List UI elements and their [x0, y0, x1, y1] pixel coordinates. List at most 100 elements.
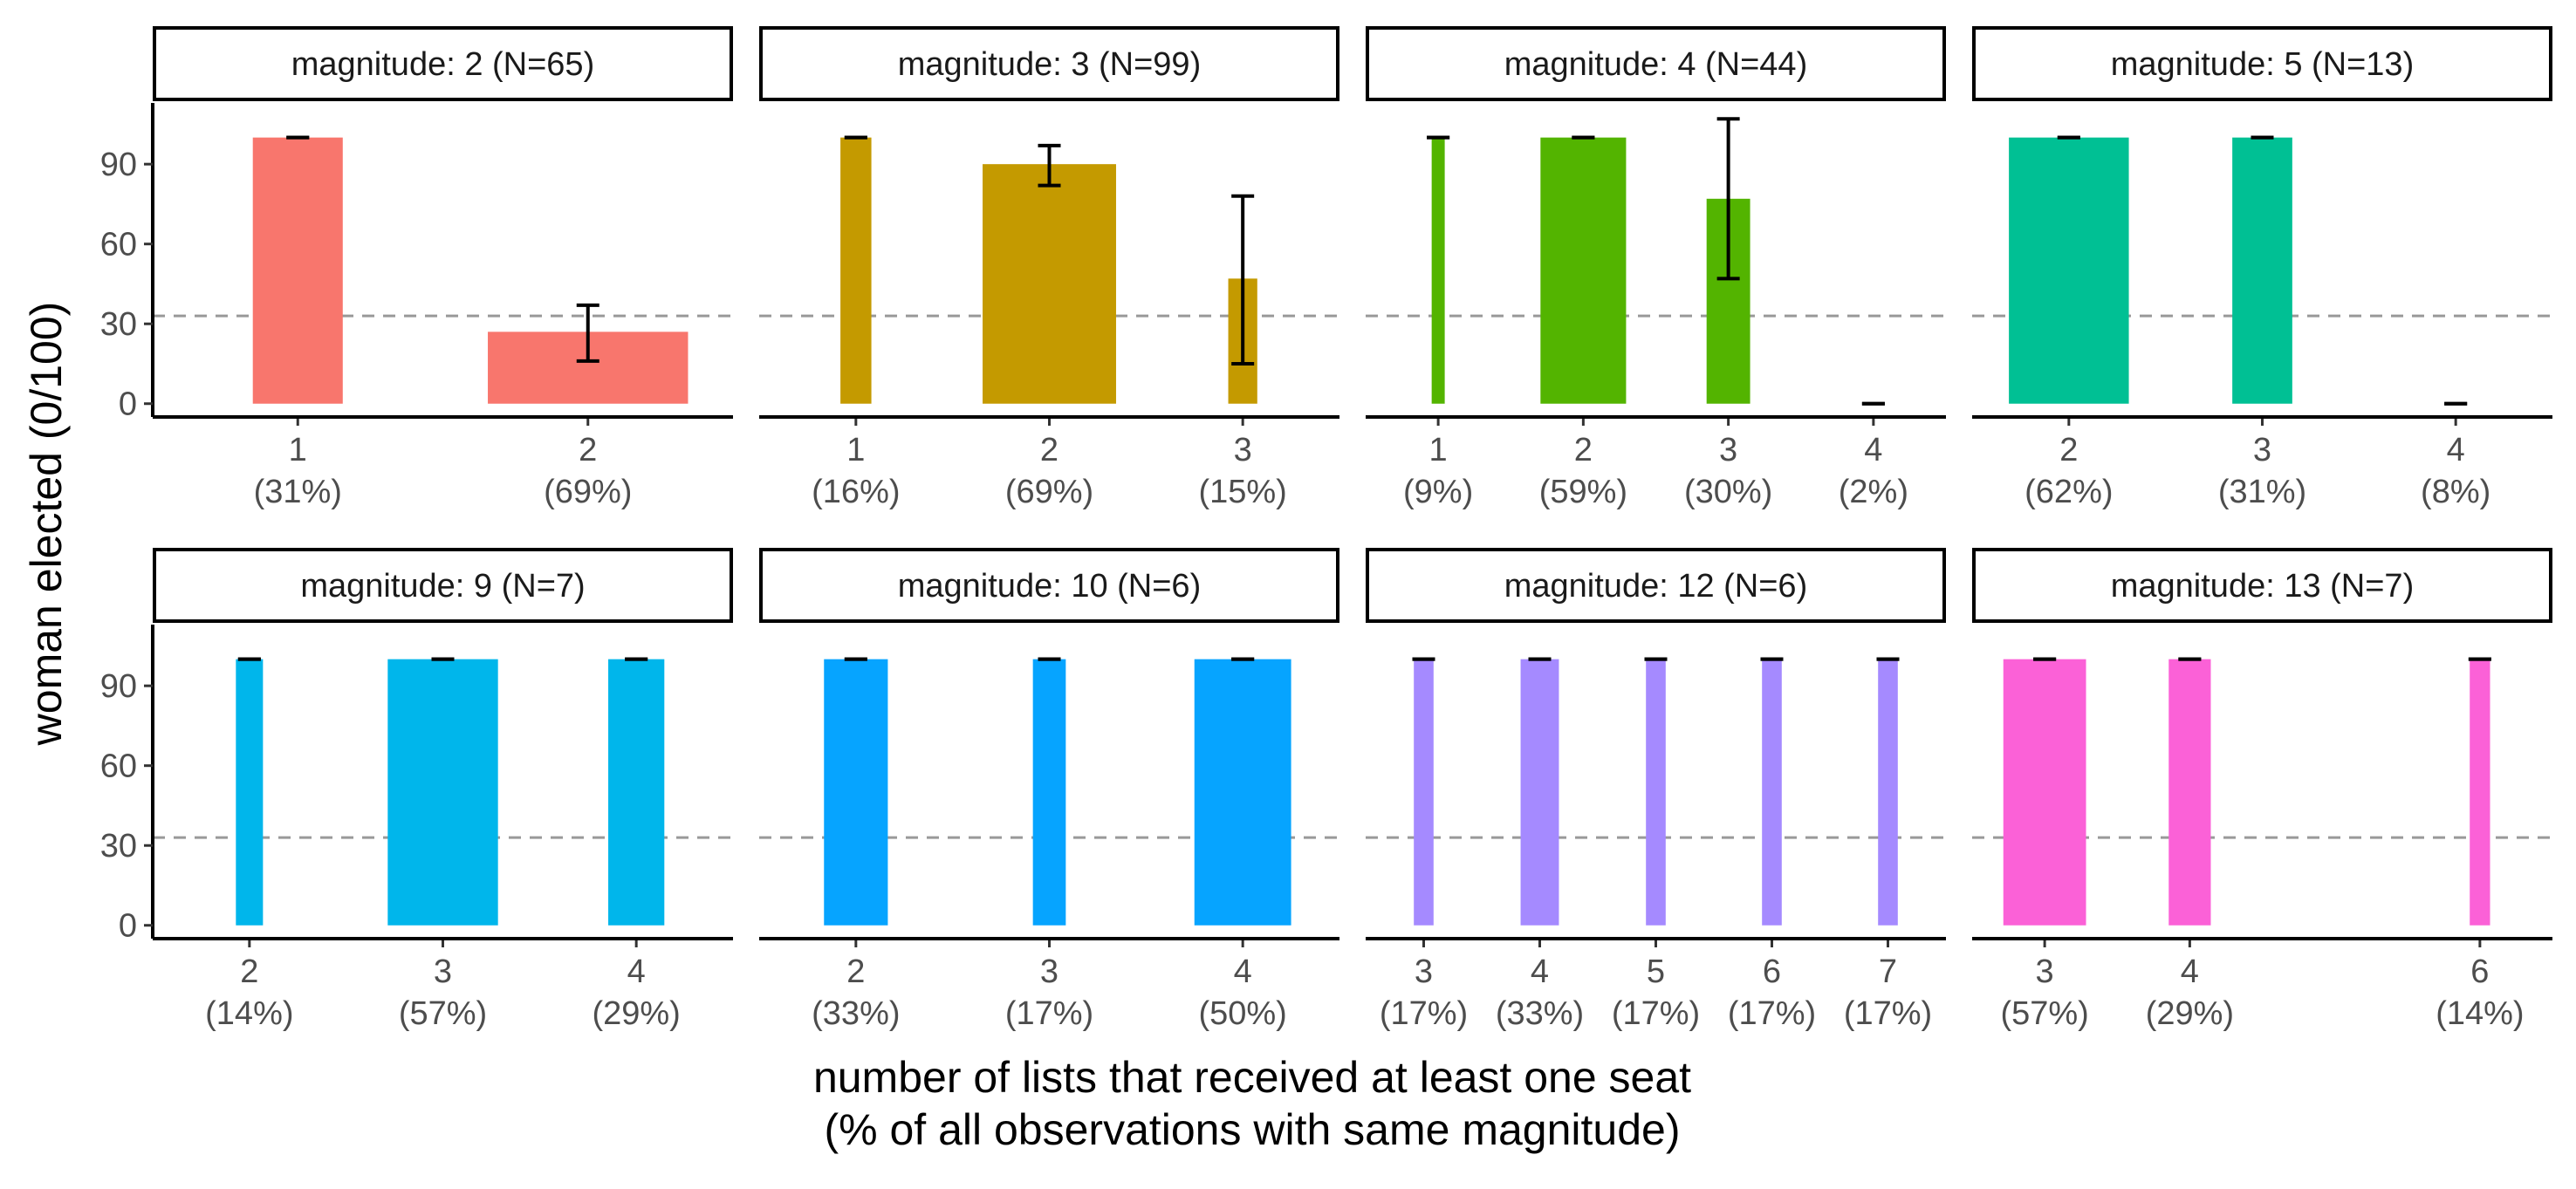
- x-tick-share-label: (8%): [2421, 474, 2490, 510]
- x-tick-share-label: (31%): [254, 474, 342, 510]
- x-tick-label: 3: [434, 953, 452, 990]
- x-tick-share-label: (57%): [2000, 995, 2088, 1032]
- x-tick-label: 1: [846, 432, 865, 468]
- facet-strip-label: magnitude: 5 (N=13): [2111, 46, 2414, 83]
- facet-strip-label: magnitude: 2 (N=65): [291, 46, 594, 83]
- bar: [2470, 659, 2490, 926]
- bar: [1520, 659, 1559, 926]
- facet-strip: [1972, 548, 2552, 623]
- bar: [1762, 659, 1782, 926]
- x-tick-label: 2: [579, 432, 597, 468]
- x-tick-label: 3: [2036, 953, 2054, 990]
- bar: [1032, 659, 1066, 926]
- x-tick-share-label: (57%): [399, 995, 487, 1032]
- y-tick-label: 60: [100, 227, 137, 263]
- x-tick-label: 4: [1234, 953, 1252, 990]
- x-tick-label: 4: [627, 953, 646, 990]
- x-tick-label: 3: [1719, 432, 1737, 468]
- x-tick-share-label: (14%): [205, 995, 293, 1032]
- x-tick-share-label: (17%): [1844, 995, 1932, 1032]
- y-tick-label: 0: [119, 386, 137, 423]
- bar: [824, 659, 888, 926]
- x-tick-label: 1: [289, 432, 307, 468]
- x-tick-label: 2: [1574, 432, 1593, 468]
- x-tick-share-label: (50%): [1198, 995, 1286, 1032]
- bar: [1414, 659, 1434, 926]
- x-tick-share-label: (17%): [1380, 995, 1468, 1032]
- bar: [1431, 137, 1445, 404]
- x-tick-label: 3: [1040, 953, 1058, 990]
- x-tick-share-label: (29%): [2146, 995, 2234, 1032]
- x-tick-share-label: (29%): [592, 995, 680, 1032]
- x-tick-share-label: (59%): [1539, 474, 1627, 510]
- y-tick-label: 90: [100, 147, 137, 183]
- facet-strip: [759, 548, 1339, 623]
- x-tick-label: 2: [2059, 432, 2078, 468]
- y-tick-label: 0: [119, 908, 137, 945]
- x-tick-share-label: (14%): [2436, 995, 2524, 1032]
- x-tick-label: 3: [1234, 432, 1252, 468]
- x-tick-share-label: (69%): [544, 474, 632, 510]
- x-tick-share-label: (30%): [1684, 474, 1772, 510]
- x-tick-label: 2: [240, 953, 258, 990]
- x-tick-label: 6: [1763, 953, 1781, 990]
- facet-strip-label: magnitude: 10 (N=6): [898, 568, 1201, 605]
- x-tick-label: 2: [1040, 432, 1058, 468]
- facet-strip-label: magnitude: 12 (N=6): [1504, 568, 1807, 605]
- facet-strip: [1972, 26, 2552, 101]
- bar: [608, 659, 665, 926]
- x-tick-share-label: (62%): [2024, 474, 2113, 510]
- facet-strip-label: magnitude: 4 (N=44): [1504, 46, 1807, 83]
- y-tick-label: 30: [100, 306, 137, 343]
- x-tick-label: 3: [2253, 432, 2271, 468]
- bar: [2009, 137, 2129, 404]
- y-tick-label: 30: [100, 828, 137, 864]
- x-tick-label: 7: [1879, 953, 1897, 990]
- y-axis-title: woman elected (0/100): [22, 302, 71, 747]
- facet-strip-label: magnitude: 9 (N=7): [300, 568, 585, 605]
- x-tick-share-label: (69%): [1005, 474, 1093, 510]
- facet-strip-label: magnitude: 13 (N=7): [2111, 568, 2414, 605]
- facet-strip: [1366, 548, 1946, 623]
- x-tick-label: 4: [2181, 953, 2199, 990]
- bar: [1646, 659, 1666, 926]
- x-tick-label: 4: [1864, 432, 1882, 468]
- facet-strip: [1366, 26, 1946, 101]
- facet-strip: [153, 26, 733, 101]
- y-tick-label: 60: [100, 748, 137, 785]
- bar: [2003, 659, 2086, 926]
- bar: [2232, 137, 2292, 404]
- bar: [840, 137, 872, 404]
- bar: [387, 659, 498, 926]
- bar: [1878, 659, 1898, 926]
- x-tick-label: 4: [1531, 953, 1549, 990]
- bar: [1194, 659, 1291, 926]
- x-tick-share-label: (17%): [1728, 995, 1816, 1032]
- x-tick-share-label: (16%): [812, 474, 900, 510]
- x-tick-label: 3: [1415, 953, 1433, 990]
- bar: [2168, 659, 2211, 926]
- bar: [983, 164, 1116, 404]
- x-tick-share-label: (33%): [812, 995, 900, 1032]
- facet-strip: [153, 548, 733, 623]
- y-tick-label: 90: [100, 668, 137, 705]
- x-tick-label: 1: [1429, 432, 1448, 468]
- x-tick-share-label: (17%): [1612, 995, 1700, 1032]
- x-tick-share-label: (15%): [1198, 474, 1286, 510]
- x-tick-share-label: (2%): [1839, 474, 1908, 510]
- x-tick-label: 4: [2447, 432, 2465, 468]
- x-tick-share-label: (17%): [1005, 995, 1093, 1032]
- x-tick-label: 5: [1647, 953, 1665, 990]
- bar: [252, 137, 343, 404]
- x-tick-label: 2: [846, 953, 865, 990]
- x-tick-share-label: (31%): [2218, 474, 2306, 510]
- x-axis-title: number of lists that received at least o…: [813, 1053, 1691, 1102]
- bar: [236, 659, 264, 926]
- facet-strip-label: magnitude: 3 (N=99): [898, 46, 1201, 83]
- x-tick-share-label: (9%): [1403, 474, 1473, 510]
- x-tick-label: 6: [2470, 953, 2489, 990]
- bar: [1540, 137, 1627, 404]
- x-axis-title-line2: (% of all observations with same magnitu…: [824, 1105, 1680, 1154]
